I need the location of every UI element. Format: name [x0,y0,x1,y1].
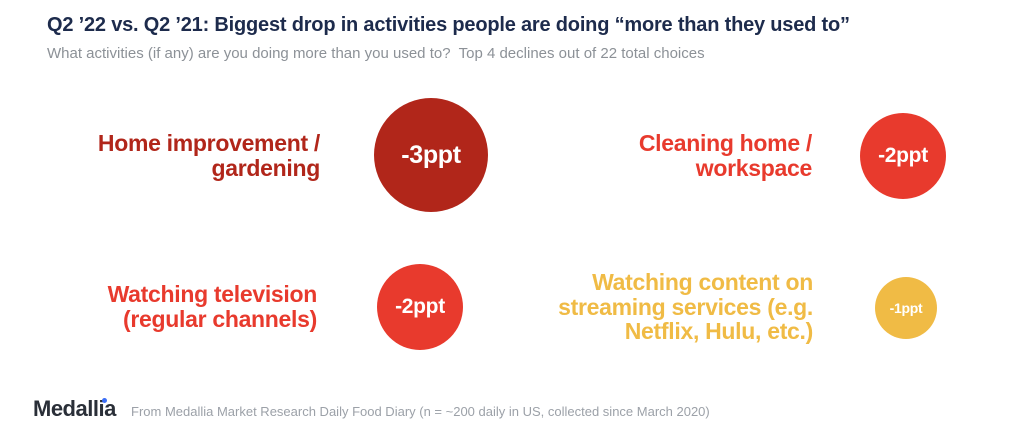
page-subtitle: What activities (if any) are you doing m… [47,45,705,62]
decline-bubble-streaming-services: -1ppt [875,277,937,339]
activity-label-streaming-services: Watching content on streaming services (… [558,268,813,345]
activity-label-home-improvement: Home improvement / gardening [97,130,320,181]
decline-bubble-cleaning-home: -2ppt [860,113,946,199]
bubble-value: -2ppt [878,144,928,167]
activity-label-watching-television: Watching television (regular channels) [107,281,318,332]
decline-bubble-watching-television: -2ppt [377,264,463,350]
decline-bubble-home-improvement: -3ppt [374,98,488,212]
activity-label-cleaning-home: Cleaning home / workspace [638,130,812,181]
medallia-logo: Medallia [33,396,116,422]
footer-note: From Medallia Market Research Daily Food… [131,404,710,419]
bubble-value: -1ppt [889,300,923,316]
bubble-value: -3ppt [401,140,461,169]
page-title: Q2 ’22 vs. Q2 ’21: Biggest drop in activ… [47,14,850,36]
logo-blue-dot-icon [102,398,107,403]
bubble-value: -2ppt [395,295,445,318]
